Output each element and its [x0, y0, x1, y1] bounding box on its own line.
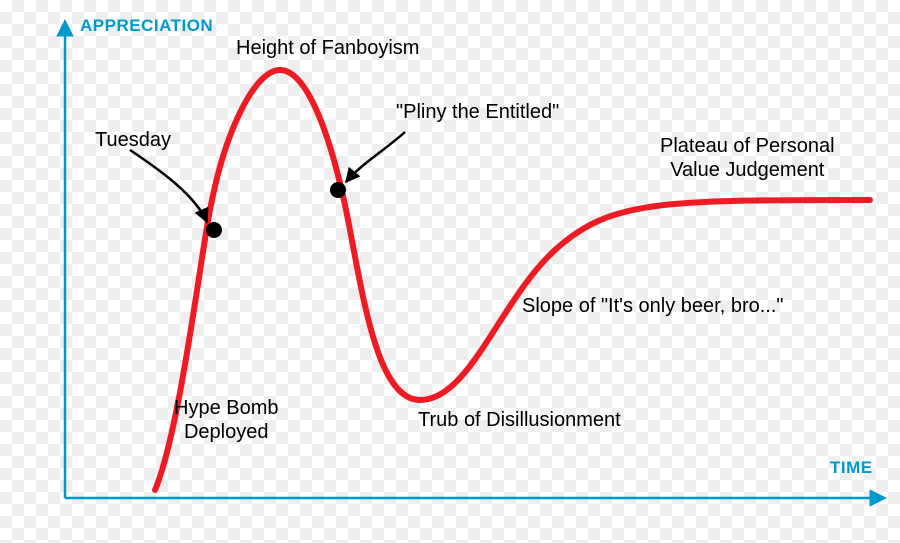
pliny-dot: [330, 182, 346, 198]
tuesday-dot: [206, 222, 222, 238]
peak-label: Height of Fanboyism: [236, 36, 419, 60]
y-axis-label: APPRECIATION: [80, 16, 213, 36]
pliny-label: "Pliny the Entitled": [396, 100, 559, 124]
tuesday-pointer: [130, 150, 207, 222]
tuesday-label: Tuesday: [95, 128, 171, 152]
trough-label: Trub of Disillusionment: [418, 408, 621, 432]
chart-svg: [0, 0, 900, 543]
plateau-label: Plateau of Personal Value Judgement: [660, 134, 835, 182]
hype-cycle-chart: APPRECIATION TIME Height of Fanboyism "Pl…: [0, 0, 900, 543]
pliny-pointer: [346, 132, 405, 182]
x-axis-label: TIME: [830, 458, 873, 478]
trigger-label: Hype Bomb Deployed: [174, 396, 279, 444]
slope-label: Slope of "It's only beer, bro...": [522, 294, 784, 318]
